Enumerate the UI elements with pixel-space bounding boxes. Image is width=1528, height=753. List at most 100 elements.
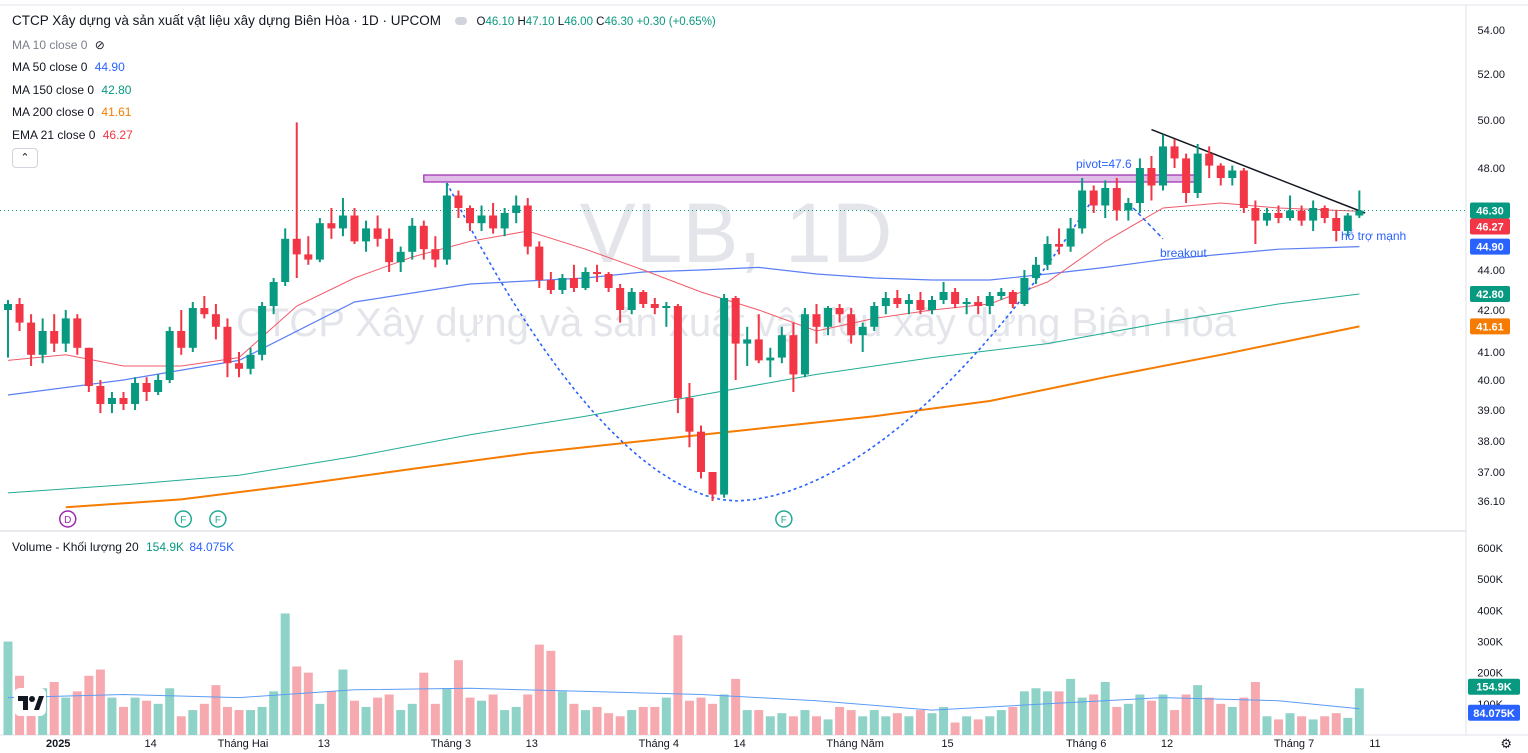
volume-bar bbox=[581, 710, 590, 735]
volume-bar bbox=[1320, 716, 1330, 735]
volume-bar bbox=[488, 694, 498, 735]
candle-body bbox=[951, 292, 960, 304]
event-marker-f[interactable] bbox=[209, 510, 227, 528]
candle-body bbox=[1043, 244, 1052, 265]
indicator-ma50[interactable]: MA 50 close 0 44.90 bbox=[12, 60, 125, 74]
volume-bar bbox=[3, 641, 13, 735]
price-tag bbox=[1470, 218, 1510, 235]
event-marker-label: F bbox=[215, 515, 221, 526]
volume-legend[interactable]: Volume - Khối lượng 20 154.9K 84.075K bbox=[12, 540, 234, 554]
price-tag bbox=[1470, 202, 1510, 219]
volume-bar bbox=[234, 710, 244, 735]
candle-body bbox=[408, 225, 417, 252]
candle-body bbox=[188, 308, 197, 348]
volume-bar bbox=[1100, 682, 1110, 735]
time-axis-label: 2025 bbox=[46, 738, 70, 750]
ma50-line bbox=[7, 246, 1360, 396]
candle-body bbox=[928, 300, 936, 310]
volume-ma-value: 84.075K bbox=[189, 540, 235, 554]
candle-body bbox=[697, 431, 705, 472]
collapse-legend-button[interactable]: ⌃ bbox=[12, 148, 38, 168]
volume-bar bbox=[511, 706, 521, 735]
candle-body bbox=[269, 282, 278, 306]
volume-bar bbox=[1274, 719, 1283, 735]
candle-body bbox=[904, 300, 913, 304]
indicator-ma10[interactable]: MA 10 close 0 ⊘ bbox=[12, 38, 105, 52]
price-axis-tick: 39.00 bbox=[1477, 405, 1505, 417]
volume-bar bbox=[1239, 697, 1249, 735]
volume-bar bbox=[1227, 706, 1237, 735]
candle-body bbox=[281, 238, 290, 282]
candle-body bbox=[1355, 210, 1364, 216]
candle-body bbox=[766, 357, 775, 361]
volume-axis-tick: 300K bbox=[1477, 637, 1503, 649]
indicator-name: MA 150 close 0 bbox=[12, 83, 95, 97]
eye-hidden-icon[interactable]: ⊘ bbox=[94, 38, 105, 52]
event-marker-d[interactable] bbox=[59, 510, 77, 528]
candle-body bbox=[743, 339, 752, 344]
event-marker-f[interactable] bbox=[775, 510, 793, 528]
indicator-name: MA 50 close 0 bbox=[12, 60, 88, 74]
candle-body bbox=[777, 335, 786, 358]
indicator-ma150[interactable]: MA 150 close 0 42.80 bbox=[12, 83, 131, 97]
candle-body bbox=[616, 288, 625, 310]
volume-bar bbox=[165, 688, 175, 735]
volume-bar bbox=[569, 703, 579, 735]
volume-bar bbox=[176, 716, 186, 735]
candle-body bbox=[38, 331, 47, 355]
eye-dot-icon[interactable] bbox=[454, 17, 467, 25]
volume-ma-line bbox=[7, 687, 1360, 711]
time-axis-label: Tháng 4 bbox=[639, 738, 679, 750]
volume-bar bbox=[927, 713, 937, 735]
candle-body bbox=[962, 302, 971, 304]
volume-bar bbox=[188, 710, 198, 735]
event-marker-f[interactable] bbox=[174, 510, 192, 528]
candle-body bbox=[1089, 190, 1098, 206]
event-marker-label: D bbox=[64, 515, 71, 526]
volume-bar bbox=[396, 710, 406, 735]
volume-bar bbox=[604, 713, 614, 735]
volume-bar bbox=[1019, 691, 1029, 735]
volume-bar bbox=[49, 682, 59, 735]
indicator-value: 44.90 bbox=[94, 60, 125, 74]
candle-body bbox=[1262, 213, 1271, 221]
candle-body bbox=[1193, 153, 1202, 193]
candle-body bbox=[1228, 170, 1237, 178]
candle-body bbox=[1182, 158, 1191, 193]
volume-bar bbox=[615, 716, 625, 735]
candle-body bbox=[119, 398, 128, 404]
price-axis-tick: 40.00 bbox=[1477, 375, 1505, 387]
price-axis-tick: 54.00 bbox=[1477, 25, 1505, 37]
volume-bar bbox=[939, 706, 949, 735]
candle-body bbox=[1343, 215, 1352, 231]
volume-axis-tick: 500K bbox=[1477, 574, 1503, 586]
volume-bar bbox=[303, 672, 313, 735]
indicator-ema21[interactable]: EMA 21 close 0 46.27 bbox=[12, 128, 133, 142]
volume-bar bbox=[1250, 682, 1260, 735]
ma150-line bbox=[7, 293, 1360, 494]
cup-pattern-curve bbox=[446, 182, 1095, 502]
volume-bar bbox=[881, 716, 891, 735]
candle-body bbox=[974, 302, 983, 306]
symbol-title: CTCP Xây dựng và sản xuất vật liệu xây d… bbox=[12, 14, 716, 29]
candle-body bbox=[535, 246, 544, 280]
candle-body bbox=[1170, 146, 1179, 159]
candle-body bbox=[142, 383, 151, 392]
volume-bar bbox=[731, 678, 741, 735]
volume-bar bbox=[1008, 706, 1018, 735]
indicator-ma200[interactable]: MA 200 close 0 41.61 bbox=[12, 105, 131, 119]
volume-bar bbox=[257, 706, 267, 735]
candle-body bbox=[1031, 264, 1040, 278]
candle-body bbox=[1320, 208, 1329, 218]
volume-bar bbox=[500, 710, 510, 735]
candle-body bbox=[569, 278, 578, 288]
gear-icon[interactable]: ⚙ bbox=[1500, 736, 1512, 751]
volume-bar bbox=[869, 710, 879, 735]
volume-bar bbox=[557, 691, 567, 735]
tradingview-logo[interactable] bbox=[14, 688, 46, 716]
candle-body bbox=[246, 354, 255, 369]
time-axis-label: 14 bbox=[734, 738, 746, 750]
candle-body bbox=[73, 318, 82, 348]
volume-bar bbox=[1308, 719, 1318, 735]
